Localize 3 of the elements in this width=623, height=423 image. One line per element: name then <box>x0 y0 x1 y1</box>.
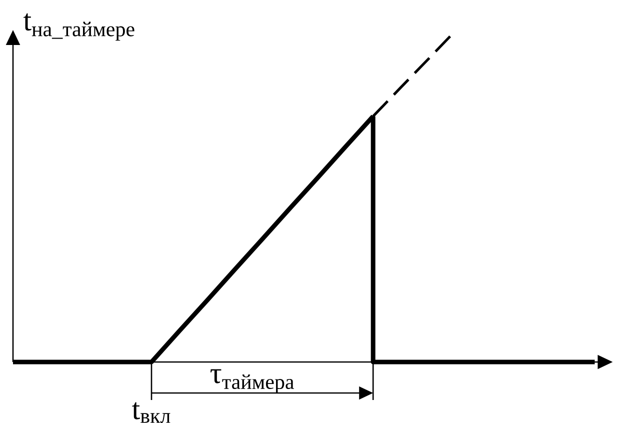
y-axis-title: $\text{t}_{\text{на\_таймере}}$ <box>23 13 134 41</box>
annotation: t$_{вкл}$ <box>132 402 170 423</box>
text: τ$_{таймера}$ <box>210 369 294 394</box>
